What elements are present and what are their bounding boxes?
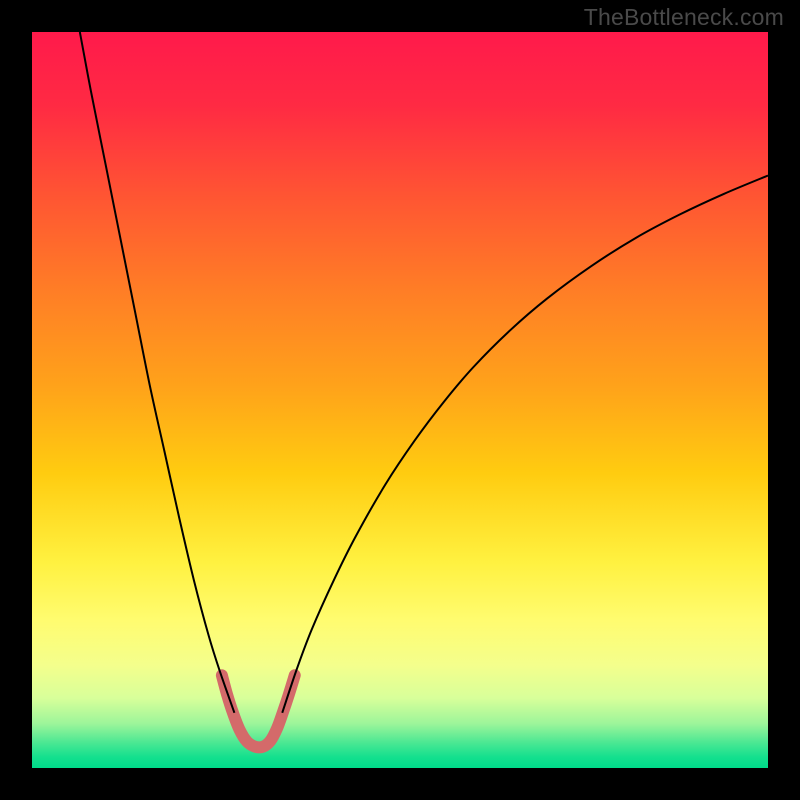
plot-background	[32, 32, 768, 768]
watermark-label: TheBottleneck.com	[584, 4, 784, 31]
bottleneck-chart	[0, 0, 800, 800]
chart-frame: TheBottleneck.com	[0, 0, 800, 800]
